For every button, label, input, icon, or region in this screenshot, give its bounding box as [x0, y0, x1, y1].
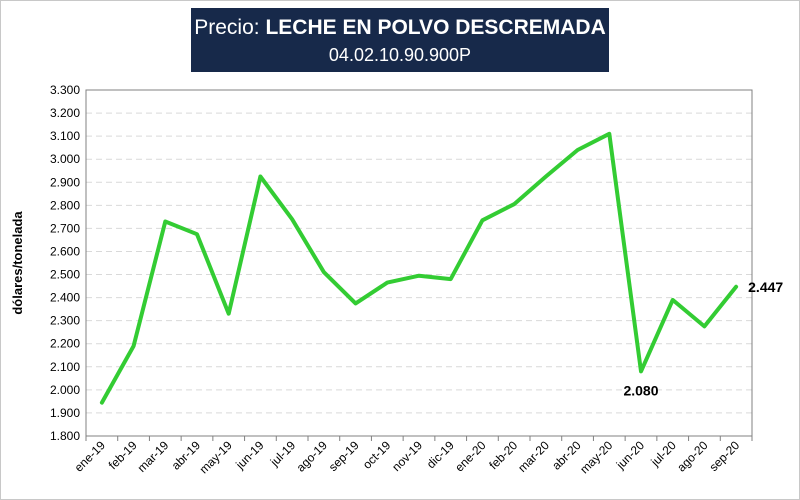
series-line	[99, 131, 739, 405]
x-tick-label: mar-20	[515, 438, 552, 475]
x-tick-label: dic-19	[424, 438, 457, 471]
x-tick-label: ene-20	[452, 438, 489, 475]
data-label: 2.447	[748, 279, 783, 295]
y-axis-label: dólares/tonelada	[10, 211, 25, 315]
title-prefix: Precio:	[194, 16, 266, 39]
y-tick-label: 2.600	[50, 244, 80, 258]
x-tick-label: jun-19	[232, 438, 266, 472]
y-tick-label: 1.900	[50, 406, 80, 420]
y-tick-label: 2.900	[50, 175, 80, 189]
x-tick-label: sep-19	[326, 438, 362, 474]
data-labels: 2.080 2.447	[623, 279, 783, 399]
y-tick-label: 2.700	[50, 221, 80, 235]
x-tick-label: feb-19	[106, 438, 140, 472]
gridlines	[86, 112, 752, 414]
x-tick-label: mar-19	[135, 438, 172, 475]
x-tick-label: oct-19	[360, 438, 394, 472]
x-tick-label: ago-19	[294, 438, 331, 475]
product-code: 04.02.10.90.900P	[328, 45, 472, 65]
x-tick-label: may-19	[197, 438, 235, 476]
y-tick-label: 2.500	[50, 268, 80, 282]
y-tick-label: 3.000	[50, 152, 80, 166]
y-tick-label: 2.200	[50, 337, 80, 351]
chart-title: Precio: LECHE EN POLVO DESCREMADA	[191, 15, 609, 41]
y-tick-label: 1.800	[50, 429, 80, 443]
x-tick-label: ago-20	[674, 438, 711, 475]
x-tick-label: sep-20	[706, 438, 742, 474]
data-label: 2.080	[623, 382, 658, 398]
y-tick-label: 2.400	[50, 291, 80, 305]
title-box: Precio: LECHE EN POLVO DESCREMADA 04.02.…	[191, 8, 609, 72]
y-tick-label: 3.200	[50, 106, 80, 120]
plot-area-border	[85, 89, 753, 437]
x-tick-label: jun-20	[613, 438, 647, 472]
y-tick-label: 2.300	[50, 314, 80, 328]
x-tick-label: ene-19	[72, 438, 109, 475]
y-axis-ticks: 1.800 1.900 2.000 2.100 2.200 2.300 2.400 2.500…	[50, 83, 80, 443]
y-tick-label: 2.000	[50, 383, 80, 397]
y-tick-label: 2.100	[50, 360, 80, 374]
x-tick-label: nov-19	[389, 438, 425, 474]
y-tick-label: 2.800	[50, 198, 80, 212]
x-tick-label: may-20	[577, 438, 615, 476]
y-tick-label: 3.300	[50, 83, 80, 97]
title-product: LECHE EN POLVO DESCREMADA	[265, 16, 606, 39]
x-tick-label: feb-20	[486, 438, 520, 472]
y-tick-label: 3.100	[50, 129, 80, 143]
